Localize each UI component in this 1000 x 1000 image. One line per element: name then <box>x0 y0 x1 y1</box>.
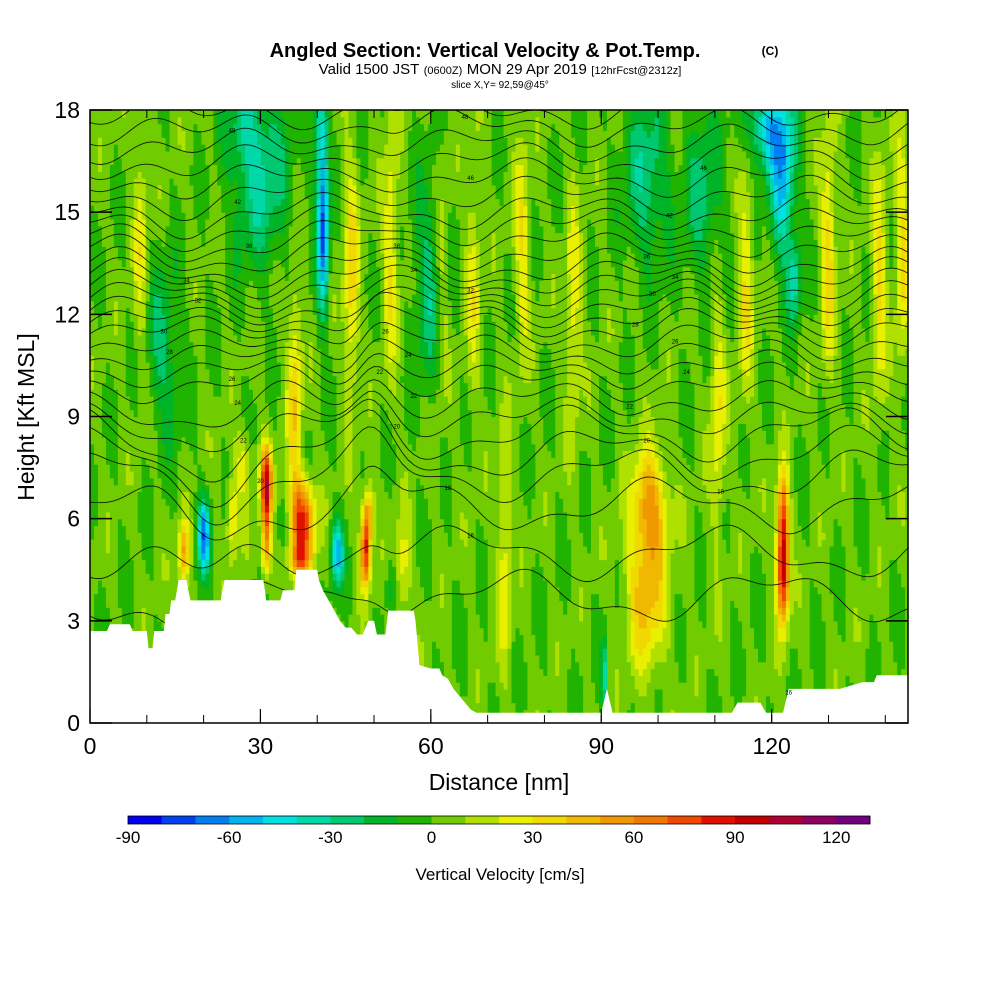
isentrope-label: 46 <box>700 166 707 172</box>
isentrope-label: 20 <box>393 425 400 431</box>
y-tick-label: 0 <box>67 710 80 736</box>
isentrope-label: 24 <box>405 353 412 359</box>
colorbar-tick-label: 90 <box>726 828 745 847</box>
isentrope-label: 20 <box>257 479 264 485</box>
isentrope-labels: 48 48 46 46 42 42 38 38 36 34 34 34 32 32 30 28 30 26 26 28… <box>161 115 793 697</box>
colorbar-swatch <box>229 816 264 824</box>
colorbar-swatch <box>296 816 331 824</box>
colorbar-frame <box>127 815 871 825</box>
valid-line: Valid 1500 JST (0600Z) MON 29 Apr 2019 [… <box>319 61 682 78</box>
x-tick-label: 120 <box>752 733 790 759</box>
y-tick-label: 15 <box>54 199 80 225</box>
colorbar-swatch <box>397 816 433 824</box>
colorbar-swatch <box>128 816 163 824</box>
colorbar-swatch <box>768 816 804 824</box>
isentrope-label: 20 <box>643 438 650 444</box>
colorbar-swatch <box>701 816 736 824</box>
colorbar-tick-label: -60 <box>217 828 242 847</box>
isentrope-label: 26 <box>382 329 389 335</box>
y-axis-label: Height [Kft MSL] <box>13 333 39 500</box>
isentrope-label: 32 <box>467 288 474 294</box>
slice-line: slice X,Y= 92,59@45° <box>451 80 549 91</box>
isentrope-label: 34 <box>183 278 190 284</box>
y-tick-label: 3 <box>67 608 80 634</box>
colorbar-swatch <box>262 816 298 824</box>
isentrope-label: 36 <box>643 254 650 260</box>
plot-area: 48 48 46 46 42 42 38 38 36 34 34 34 32 32 30 28 30 26 26 28… <box>90 110 908 723</box>
colorbar-tick-label: -90 <box>116 828 141 847</box>
isentrope-label: 22 <box>376 370 383 376</box>
isentrope-label: 32 <box>195 299 202 305</box>
colorbar-swatch <box>195 816 230 824</box>
isentrope-label: 46 <box>467 176 474 182</box>
colorbar-tick-label: -30 <box>318 828 343 847</box>
isentrope-label: 48 <box>462 115 469 121</box>
colorbar-swatch <box>802 816 837 824</box>
colorbar-swatch <box>465 816 500 824</box>
isentrope-label: 16 <box>785 690 792 696</box>
isentrope-label: 16 <box>467 534 474 540</box>
isentrope-label: 22 <box>240 438 247 444</box>
colorbar-swatch <box>667 816 702 824</box>
x-tick-label: 30 <box>248 733 274 759</box>
colorbar-swatch <box>161 816 196 824</box>
isentrope-label: 26 <box>672 340 679 346</box>
isentrope-label: 24 <box>234 401 241 407</box>
colorbar-tick-label: 0 <box>427 828 436 847</box>
colorbar-swatch <box>836 816 871 824</box>
isentrope-label: 34 <box>410 268 417 274</box>
isentrope-label: 30 <box>161 329 168 335</box>
isentrope-label: 42 <box>666 214 673 220</box>
colorbar-swatch <box>600 816 635 824</box>
isentrope-label: 38 <box>246 244 253 250</box>
x-tick-label: 0 <box>84 733 97 759</box>
isentrope-label: 48 <box>229 128 236 134</box>
colorbar-swatch <box>633 816 669 824</box>
colorbar-tick-label: 30 <box>523 828 542 847</box>
colorbar-swatch <box>330 816 365 824</box>
colorbar-swatch <box>364 816 399 824</box>
colorbar-swatch <box>566 816 601 824</box>
colorbar-tick-label: 120 <box>822 828 850 847</box>
isentrope-label: 34 <box>672 275 679 281</box>
chart-title: Angled Section: Vertical Velocity & Pot.… <box>270 40 701 62</box>
colorbar-swatch <box>499 816 534 824</box>
y-tick-label: 18 <box>54 97 80 123</box>
isentrope-label: 18 <box>717 489 724 495</box>
y-tick-label: 6 <box>67 506 80 532</box>
isentrope-label: 22 <box>626 404 633 410</box>
colorbar-swatch <box>735 816 770 824</box>
isentrope-label: 18 <box>445 486 452 492</box>
isentrope-label: 24 <box>683 370 690 376</box>
isentrope-label: 26 <box>229 377 236 383</box>
isentrope-label: 42 <box>234 200 241 206</box>
isentrope-label: 38 <box>393 244 400 250</box>
isentrope-label: 30 <box>649 292 656 298</box>
x-tick-label: 60 <box>418 733 444 759</box>
isentrope-label: 28 <box>632 323 639 329</box>
y-tick-label: 9 <box>67 404 80 430</box>
chart-title-unit: (C) <box>762 44 779 58</box>
colorbar-swatch <box>431 816 466 824</box>
x-axis-label: Distance [nm] <box>429 769 570 795</box>
x-tick-label: 90 <box>588 733 614 759</box>
colorbar-swatch <box>532 816 567 824</box>
isentrope-label: 28 <box>166 350 173 356</box>
colorbar-tick-label: 60 <box>624 828 643 847</box>
y-tick-label: 12 <box>54 301 80 327</box>
colorbar: -90 -60 -30 0 30 60 90 120 <box>116 815 871 847</box>
potential-temperature-isentropes <box>90 110 908 634</box>
colorbar-label: Vertical Velocity [cm/s] <box>415 865 584 884</box>
terrain-layer <box>90 569 908 723</box>
terrain <box>90 569 908 723</box>
isentrope-label: 22 <box>410 394 417 400</box>
